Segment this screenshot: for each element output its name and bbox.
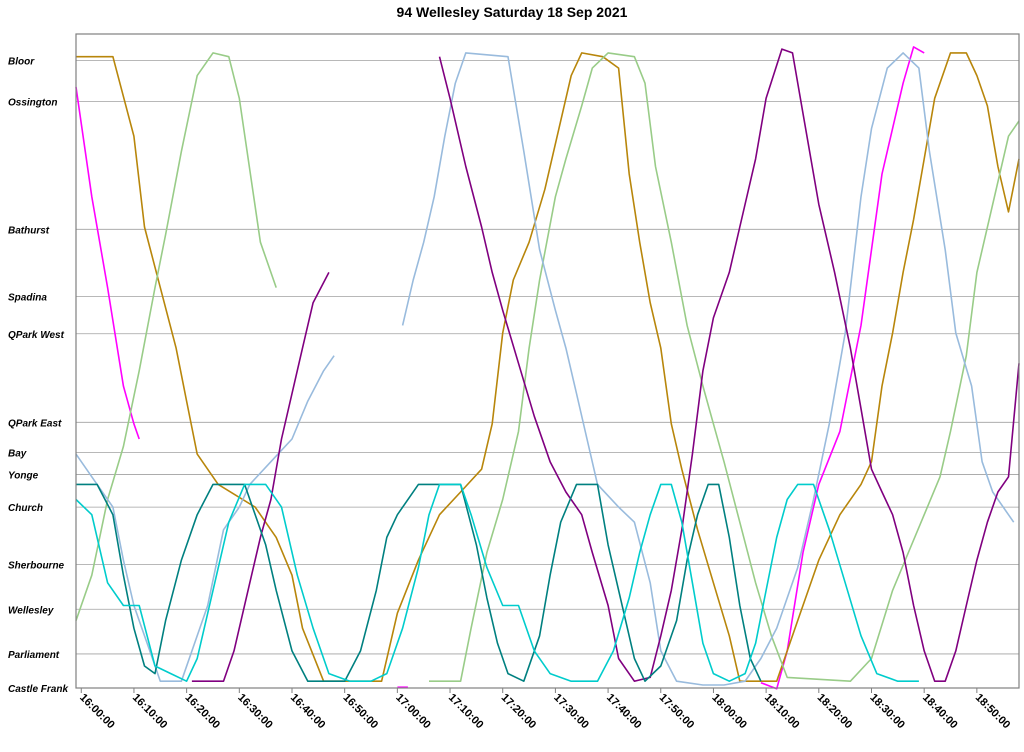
x-tick-label: 16:00:00 [77, 692, 117, 732]
x-tick-label: 16:50:00 [341, 692, 381, 732]
x-tick-label: 16:40:00 [288, 692, 328, 732]
vehicle-trace-5 [429, 52, 1020, 682]
x-tick-label: 16:30:00 [235, 692, 275, 732]
vehicle-trace-7 [401, 52, 1015, 686]
vehicle-trace-11 [75, 483, 919, 682]
x-tick-label: 17:40:00 [604, 692, 644, 732]
x-tick-label: 18:20:00 [815, 692, 855, 732]
x-tick-label: 18:10:00 [762, 692, 802, 732]
stop-labels: Bloor Ossington Bathurst Spadina QPark West Q… [8, 56, 68, 695]
x-tick-label: 18:30:00 [867, 692, 907, 732]
chart-title: 94 Wellesley Saturday 18 Sep 2021 [396, 4, 628, 20]
x-tick-label: 17:30:00 [551, 692, 591, 732]
stop-label: Church [8, 503, 43, 514]
vehicle-trace-6 [75, 355, 335, 682]
vehicle-trace-8 [191, 272, 330, 682]
stop-label: Wellesley [8, 605, 54, 616]
x-tick-label: 18:50:00 [973, 692, 1013, 732]
stop-label: Bay [8, 449, 27, 460]
vehicle-trace-9 [438, 48, 1020, 682]
vehicle-trace-3 [76, 52, 1020, 682]
x-tick-label: 17:20:00 [499, 692, 539, 732]
stop-label: QPark West [8, 330, 65, 341]
stop-label: QPark East [8, 418, 62, 429]
stop-label: Ossington [8, 97, 57, 108]
stop-label: Parliament [8, 650, 60, 661]
plot-frame [75, 33, 1020, 689]
stop-label: Spadina [8, 293, 47, 304]
stop-label: Bathurst [8, 225, 50, 236]
x-tick-label: 17:10:00 [446, 692, 486, 732]
series-traces [75, 46, 1020, 690]
time-tick-labels: 16:00:00 16:10:00 16:20:00 16:30:00 16:40:00… [77, 688, 1012, 731]
stop-label: Castle Frank [8, 684, 68, 695]
x-tick-label: 18:00:00 [709, 692, 749, 732]
stop-label: Yonge [8, 471, 39, 482]
x-tick-label: 18:40:00 [920, 692, 960, 732]
x-tick-label: 16:10:00 [130, 692, 170, 732]
x-tick-label: 17:50:00 [657, 692, 697, 732]
stop-label: Bloor [8, 56, 35, 67]
x-tick-label: 17:00:00 [393, 692, 433, 732]
stop-label: Sherbourne [8, 561, 65, 572]
x-tick-label: 16:20:00 [183, 692, 223, 732]
vehicle-trace-10 [76, 483, 762, 682]
vehicle-trace-2 [760, 46, 925, 690]
vehicle-trace-4 [75, 52, 277, 621]
vehicle-trace-0 [75, 86, 140, 440]
